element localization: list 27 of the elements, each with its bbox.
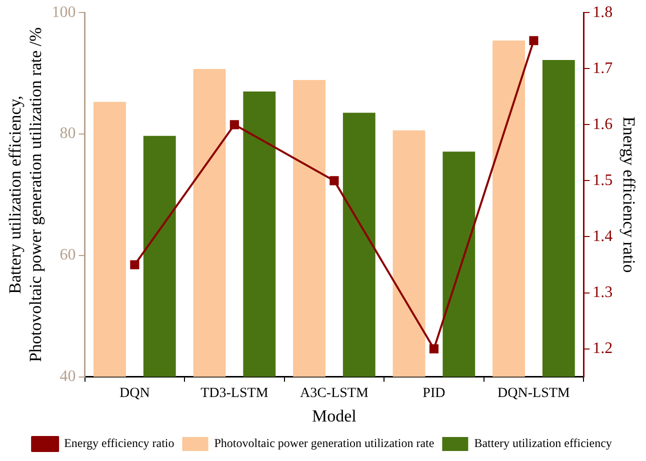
y2-axis-title: Energy efficiency ratio xyxy=(619,116,638,273)
x-axis-title: Model xyxy=(312,406,357,426)
x-tick-label: DQN-LSTM xyxy=(498,386,570,401)
y-tick-label: 40 xyxy=(60,368,76,386)
y2-tick-label: 1.7 xyxy=(592,60,613,77)
y2-tick-label: 1.4 xyxy=(592,228,613,245)
y-axis-title: Battery utilization efficiency, Photovoltaic power generation utilization rate /% xyxy=(6,27,46,362)
y-tick-label: 60 xyxy=(60,246,76,264)
y2-tick-label: 1.5 xyxy=(592,172,613,189)
y-tick-label: 100 xyxy=(52,4,76,21)
x-tick-label: A3C-LSTM xyxy=(300,386,369,401)
y-tick-label: 80 xyxy=(60,125,76,142)
legend-label: Energy efficiency ratio xyxy=(64,436,174,450)
point xyxy=(429,344,438,354)
x-tick-label: TD3-LSTM xyxy=(200,386,269,401)
x-tick-label: PID xyxy=(422,386,446,401)
point xyxy=(529,36,538,46)
y2-tick-label: 1.8 xyxy=(592,4,613,21)
point xyxy=(230,120,239,130)
x-tick-label: DQN xyxy=(120,386,150,401)
point xyxy=(130,260,140,270)
point xyxy=(330,176,339,186)
y2-tick-label: 1.6 xyxy=(592,116,613,133)
legend-label: Photovoltaic power generation utilization rate xyxy=(214,436,434,450)
y2-tick-label: 1.2 xyxy=(592,340,613,357)
legend-label: Battery utilization efficiency xyxy=(474,436,612,450)
y2-tick-label: 1.3 xyxy=(592,284,613,301)
